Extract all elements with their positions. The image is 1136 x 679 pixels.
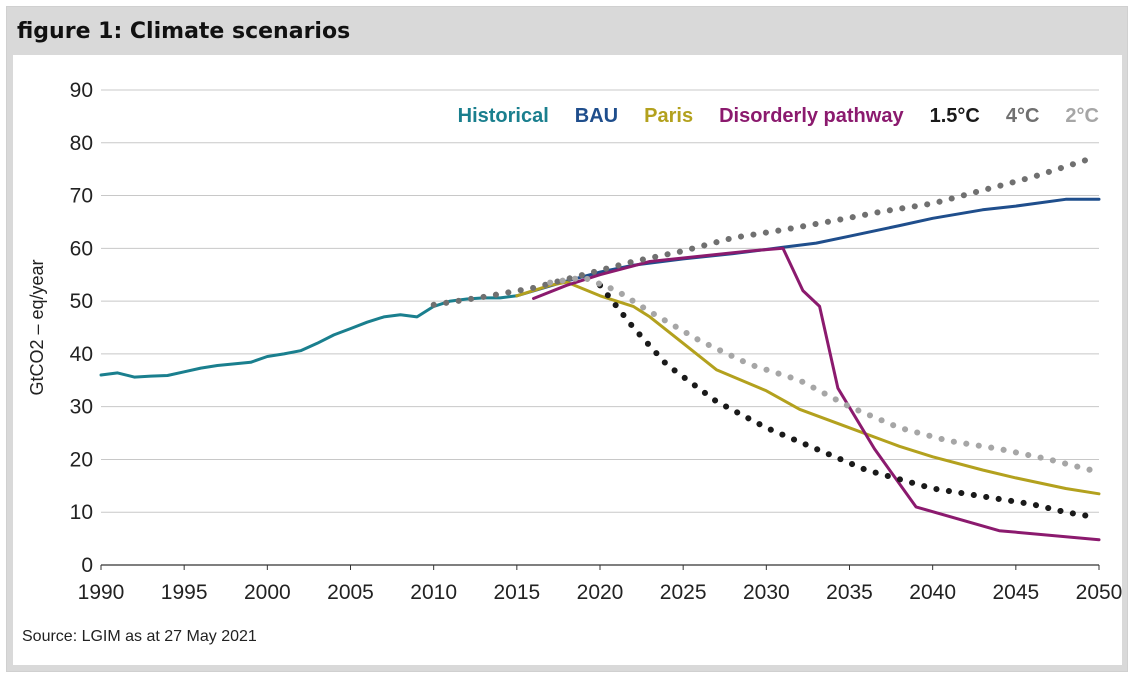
x-tick-label: 2045	[992, 581, 1039, 604]
legend-item-disorderly-pathway: Disorderly pathway	[719, 105, 904, 127]
y-tick-label: 40	[70, 343, 93, 366]
series-line-paris	[515, 280, 1101, 496]
x-tick-label: 2020	[577, 581, 624, 604]
x-tick-label: 1990	[78, 581, 125, 604]
series-line-bau	[515, 197, 1101, 298]
legend-item-2-c: 2°C	[1065, 105, 1099, 127]
y-tick-label: 60	[70, 237, 93, 260]
y-tick-label: 50	[70, 290, 93, 313]
x-tick-label: 2010	[410, 581, 457, 604]
series-line-historical	[99, 294, 519, 379]
legend-item-paris: Paris	[644, 105, 693, 127]
y-tick-label: 0	[81, 554, 93, 577]
x-tick-label: 2000	[244, 581, 291, 604]
legend-item-1-5-c: 1.5°C	[930, 105, 980, 127]
figure-frame: figure 1: Climate scenarios 0 10 20 30 40 50 6…	[6, 6, 1128, 672]
legend-item-historical: Historical	[458, 105, 549, 127]
legend-item-bau: BAU	[575, 105, 618, 127]
y-tick-label: 30	[70, 396, 93, 419]
source-note: Source: LGIM as at 27 May 2021	[22, 628, 257, 645]
x-tick-label: 2030	[743, 581, 790, 604]
x-tick-label: 2015	[493, 581, 540, 604]
x-tick-label: 1995	[161, 581, 208, 604]
series-line-1-5-c	[597, 282, 1094, 520]
y-tick-label: 10	[70, 501, 93, 524]
x-tick-label: 2025	[660, 581, 707, 604]
x-tick-label: 2040	[909, 581, 956, 604]
figure-title: figure 1: Climate scenarios	[17, 19, 351, 44]
y-tick-label: 90	[70, 79, 93, 102]
series-line-4-c	[430, 155, 1094, 308]
y-axis-label: GtCO2 – eq/year	[27, 259, 47, 395]
x-tick-label: 2005	[327, 581, 374, 604]
series-line-disorderly-pathway	[532, 246, 1101, 542]
chart-panel: 0 10 20 30 40 50 60 70 80 90 1990 1995 2000 2005 2010 2…	[13, 55, 1122, 665]
y-tick-label: 80	[70, 132, 93, 155]
y-tick-label: 70	[70, 185, 93, 208]
x-tick-label: 2050	[1076, 581, 1122, 604]
y-tick-label: 20	[70, 448, 93, 471]
legend-item-4-c: 4°C	[1006, 105, 1040, 127]
x-tick-label: 2035	[826, 581, 873, 604]
